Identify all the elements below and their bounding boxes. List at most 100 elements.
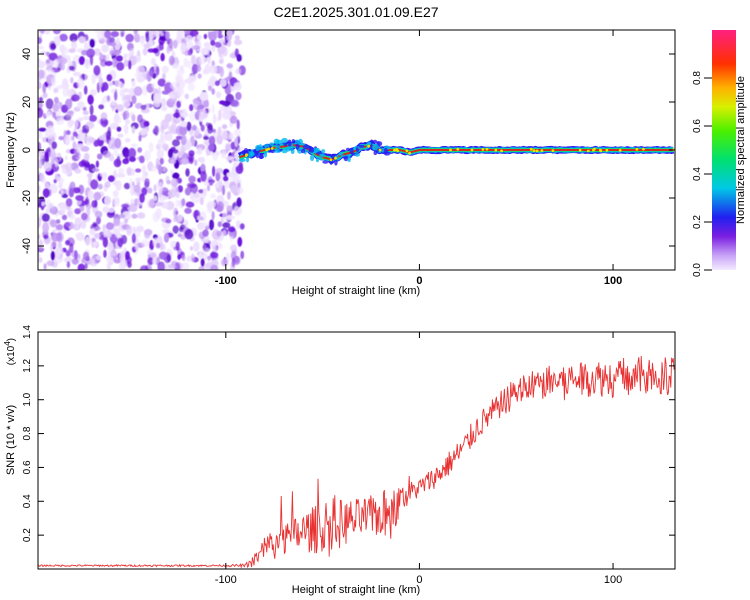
noise-blob [122, 110, 130, 120]
snr-plot-area [38, 332, 675, 569]
ridge-blob [354, 153, 360, 157]
noise-blob [219, 100, 226, 105]
noise-blob [157, 182, 164, 192]
noise-blob [134, 33, 141, 43]
snr-x-label: Height of straight line (km) [292, 584, 420, 596]
noise-blob [159, 242, 164, 251]
noise-blob [86, 48, 96, 58]
ridge-peak [578, 148, 582, 152]
noise-blob [78, 56, 86, 65]
ridge-peak [532, 149, 536, 153]
noise-blob [143, 229, 153, 236]
noise-blob [87, 136, 96, 143]
noise-blob [89, 38, 95, 48]
noise-blob [173, 217, 178, 222]
noise-blob [130, 198, 135, 205]
noise-blob [131, 143, 138, 148]
noise-blob [186, 255, 192, 262]
noise-blob [207, 185, 210, 192]
noise-blob [45, 98, 54, 110]
noise-blob [42, 188, 50, 198]
noise-blob [113, 218, 121, 227]
noise-blob [74, 168, 82, 174]
noise-blob [83, 152, 90, 161]
noise-blob [38, 159, 43, 169]
noise-blob [219, 78, 227, 87]
snr-frame [37, 331, 676, 570]
noise-blob [97, 183, 103, 190]
noise-blob [203, 98, 209, 110]
noise-blob [38, 45, 45, 50]
noise-blob [38, 107, 44, 119]
noise-blob [214, 183, 220, 188]
noise-blob [175, 191, 180, 199]
noise-blob [147, 199, 155, 209]
noise-blob [128, 203, 138, 212]
noise-blob [139, 155, 145, 164]
ridge-blob [373, 150, 378, 156]
noise-blob [33, 183, 38, 189]
noise-blob [216, 201, 225, 213]
noise-blob [98, 104, 105, 110]
noise-blob [191, 54, 196, 65]
noise-blob [160, 132, 164, 142]
colorbar-tick-label: 0.6 [692, 119, 703, 133]
noise-blob [87, 94, 94, 105]
ridge-blob [249, 151, 255, 157]
noise-blob [212, 245, 218, 253]
noise-blob [210, 251, 219, 259]
noise-blob [227, 191, 231, 200]
noise-blob [95, 255, 102, 261]
noise-blob [207, 256, 211, 265]
noise-blob [110, 42, 116, 47]
noise-blob [69, 33, 78, 43]
noise-blob [49, 202, 54, 210]
noise-blob [96, 153, 103, 160]
noise-blob [108, 140, 113, 149]
noise-blob [75, 232, 84, 240]
noise-blob [146, 103, 150, 110]
noise-blob [55, 117, 65, 125]
y-tick-label: 1.2 [22, 358, 33, 372]
noise-blob [122, 211, 131, 221]
noise-blob [139, 193, 145, 203]
noise-blob [239, 223, 245, 230]
ridge-peak [481, 148, 485, 151]
noise-blob [104, 195, 111, 206]
noise-blob [157, 261, 166, 270]
noise-blob [161, 98, 167, 107]
noise-blob [172, 149, 179, 154]
frequency-ridge [237, 137, 675, 166]
noise-blob [181, 198, 186, 207]
noise-blob [102, 237, 109, 248]
noise-blob [138, 65, 146, 73]
noise-blob [94, 30, 104, 35]
noise-blob [211, 211, 215, 221]
noise-blob [135, 168, 142, 173]
noise-blob [72, 71, 81, 77]
noise-blob [226, 30, 232, 42]
noise-blob [142, 47, 148, 56]
noise-blob [57, 176, 62, 182]
noise-blob [128, 147, 137, 159]
noise-blob [158, 164, 162, 175]
noise-blob [118, 214, 126, 219]
noise-blob [64, 155, 68, 161]
noise-blob [189, 73, 197, 83]
snr-y-label: SNR (10 * v/v) [5, 405, 17, 475]
noise-blob [75, 222, 80, 229]
noise-blob [225, 143, 232, 152]
ridge-peak [635, 147, 639, 151]
noise-blob [226, 63, 233, 69]
spectrogram-panel: -100 0 100 -40 -20 0 20 40 Height of straight … [5, 29, 676, 297]
noise-blob [173, 207, 179, 219]
noise-blob [203, 42, 211, 48]
noise-blob [81, 49, 89, 56]
noise-blob [138, 135, 142, 142]
noise-blob [72, 141, 77, 152]
noise-blob [203, 187, 207, 197]
noise-blob [200, 222, 210, 227]
noise-blob [68, 110, 75, 116]
noise-blob [134, 177, 142, 183]
noise-blob [221, 124, 228, 130]
